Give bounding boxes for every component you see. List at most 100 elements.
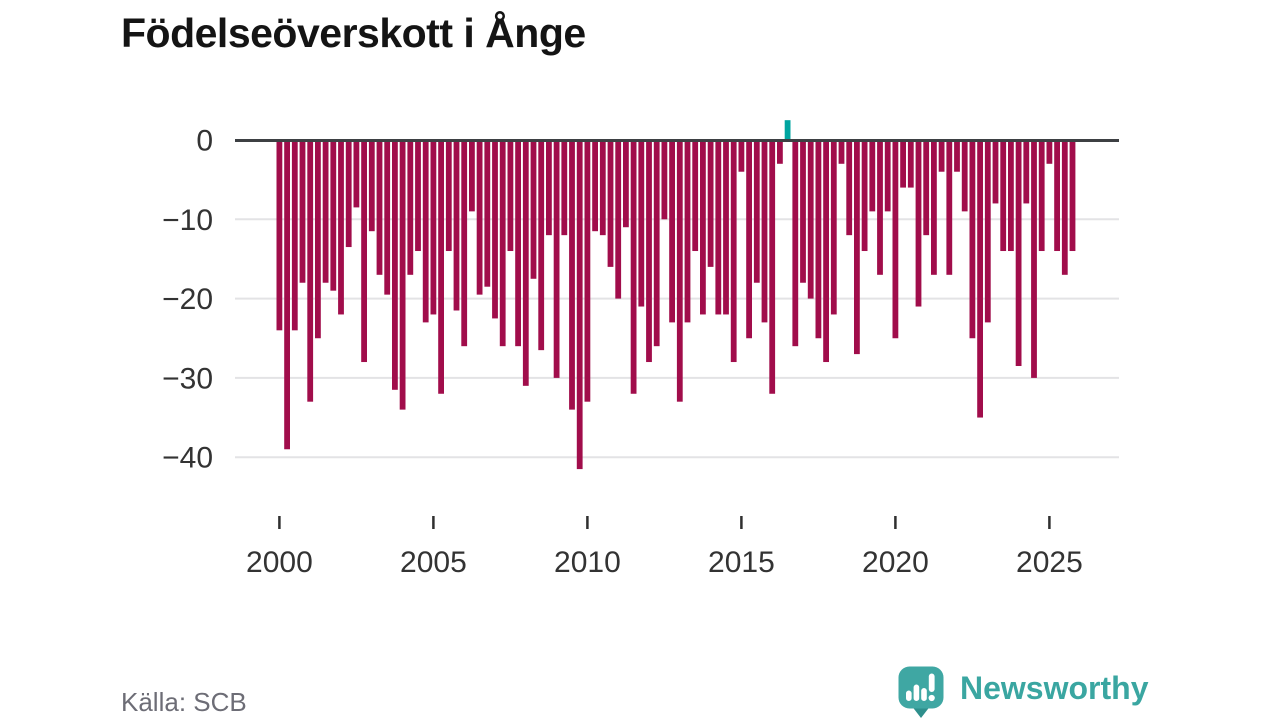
bar-negative bbox=[599, 140, 606, 236]
bar-negative bbox=[561, 140, 568, 236]
bar-negative bbox=[738, 140, 745, 172]
bar-negative bbox=[1046, 140, 1053, 164]
bar-negative bbox=[1023, 140, 1030, 204]
bar-negative bbox=[961, 140, 968, 212]
bar-negative bbox=[907, 140, 914, 188]
x-axis-tick-label: 2025 bbox=[1016, 546, 1083, 579]
bar-negative bbox=[977, 140, 983, 418]
bar-negative bbox=[430, 140, 437, 315]
bar-negative bbox=[861, 140, 868, 252]
newsworthy-wordmark: Newsworthy bbox=[960, 669, 1149, 706]
x-axis-tick-label: 2005 bbox=[400, 546, 467, 579]
bar-negative bbox=[830, 140, 837, 315]
bar-negative bbox=[807, 140, 814, 299]
bar-negative bbox=[538, 140, 545, 351]
bar-negative bbox=[792, 140, 799, 347]
bar-negative bbox=[469, 140, 475, 212]
bar-negative bbox=[522, 140, 529, 386]
bar-negative bbox=[576, 140, 583, 470]
bar-negative bbox=[415, 140, 421, 252]
bar-negative bbox=[931, 140, 937, 275]
bar-negative bbox=[753, 140, 760, 283]
bar-negative bbox=[345, 140, 352, 248]
bar-negative bbox=[1061, 140, 1068, 275]
newsworthy-icon bbox=[898, 666, 944, 718]
bar-negative bbox=[900, 140, 906, 188]
bar-negative bbox=[854, 140, 860, 355]
x-axis-tick-label: 2010 bbox=[554, 546, 621, 579]
bar-negative bbox=[569, 140, 575, 410]
bar-negative bbox=[769, 140, 776, 394]
bar-negative bbox=[607, 140, 614, 267]
bar-negative bbox=[507, 140, 514, 252]
x-axis-tick-label: 2000 bbox=[246, 546, 313, 579]
bar-negative bbox=[445, 140, 452, 252]
bar-negative bbox=[530, 140, 537, 279]
bar-negative bbox=[322, 140, 329, 283]
page-title: Födelseöverskott i Ånge bbox=[121, 10, 586, 56]
bar-negative bbox=[992, 140, 999, 204]
bar-negative bbox=[392, 140, 398, 390]
x-axis-tick-label: 2015 bbox=[708, 546, 775, 579]
bar-negative bbox=[623, 140, 629, 228]
bar-negative bbox=[954, 140, 960, 172]
bar-negative bbox=[453, 140, 460, 311]
bar-negative bbox=[715, 140, 722, 315]
bar-negative bbox=[1031, 140, 1037, 378]
bar-negative bbox=[700, 140, 706, 315]
bar-negative bbox=[338, 140, 344, 315]
bar-negative bbox=[546, 140, 552, 236]
bar-negative bbox=[553, 140, 560, 378]
bar-negative bbox=[284, 140, 290, 450]
bar-negative bbox=[499, 140, 506, 347]
bar-negative bbox=[299, 140, 306, 283]
bar-positive bbox=[784, 120, 791, 140]
bar-negative bbox=[353, 140, 360, 208]
bar-negative bbox=[684, 140, 691, 323]
bar-negative bbox=[730, 140, 737, 363]
bar-negative bbox=[461, 140, 468, 347]
bar-negative bbox=[800, 140, 806, 283]
bar-negative bbox=[484, 140, 491, 287]
bar-negative bbox=[915, 140, 922, 307]
bar-negative bbox=[877, 140, 883, 275]
bar-negative bbox=[692, 140, 699, 252]
bar-negative bbox=[476, 140, 483, 295]
bar-negative bbox=[746, 140, 752, 339]
bar-negative bbox=[638, 140, 645, 307]
y-axis-tick-label: −10 bbox=[162, 204, 213, 237]
bar-negative bbox=[777, 140, 783, 164]
bar-negative bbox=[630, 140, 637, 394]
bar-negative bbox=[669, 140, 675, 323]
bar-negative bbox=[676, 140, 683, 402]
bar-negative bbox=[492, 140, 498, 319]
bar-negative bbox=[815, 140, 822, 339]
bar-negative bbox=[969, 140, 976, 339]
bar-negative bbox=[1054, 140, 1060, 252]
bar-negative bbox=[615, 140, 622, 299]
bar-negative bbox=[399, 140, 406, 410]
bar-negative bbox=[307, 140, 314, 402]
bar-negative bbox=[938, 140, 945, 172]
y-axis-tick-label: −40 bbox=[162, 442, 213, 475]
bar-negative bbox=[368, 140, 375, 232]
bar-negative bbox=[376, 140, 383, 275]
bar-negative bbox=[384, 140, 391, 295]
bar-negative bbox=[1008, 140, 1014, 252]
bar-negative bbox=[276, 140, 283, 331]
bar-negative bbox=[761, 140, 768, 323]
y-axis-tick-label: 0 bbox=[196, 125, 213, 158]
bar-negative bbox=[1015, 140, 1022, 367]
source-label: Källa: SCB bbox=[121, 687, 247, 717]
bar-negative bbox=[291, 140, 298, 331]
newsworthy-logo: Newsworthy bbox=[896, 665, 1148, 719]
bar-negative bbox=[1038, 140, 1045, 252]
y-axis-tick-label: −20 bbox=[162, 283, 213, 316]
bar-negative bbox=[946, 140, 953, 275]
bar-negative bbox=[592, 140, 598, 232]
bar-negative bbox=[584, 140, 591, 402]
bar-negative bbox=[661, 140, 668, 220]
bar-negative bbox=[515, 140, 521, 347]
